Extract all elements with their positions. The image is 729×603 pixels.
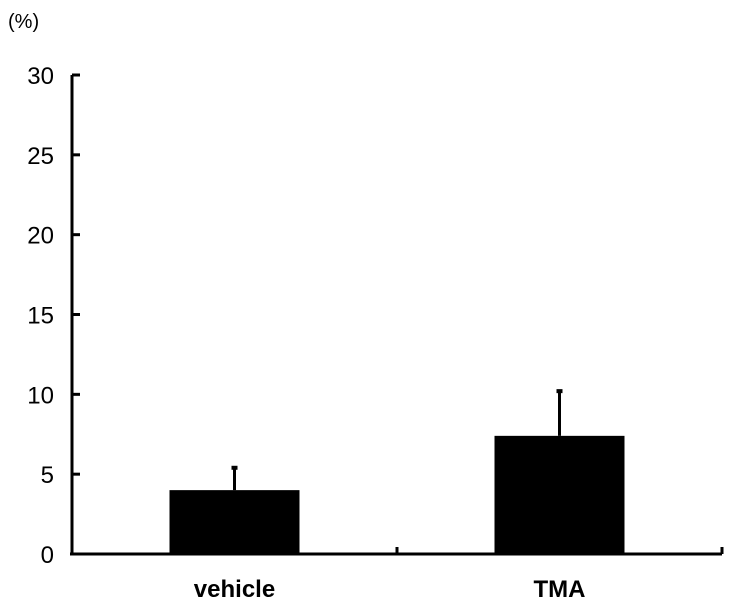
y-unit-label: (%) xyxy=(8,11,39,33)
x-category-label: vehicle xyxy=(194,576,275,603)
category-labels: vehicle TMA xyxy=(194,576,586,603)
bar-tma xyxy=(494,435,625,554)
bar-vehicle xyxy=(169,490,300,554)
x-ticks xyxy=(395,547,724,554)
y-ticks: 0 5 10 15 20 25 30 xyxy=(27,63,80,569)
bars xyxy=(169,389,625,554)
y-tick-label: 25 xyxy=(27,143,54,170)
y-tick-label: 10 xyxy=(27,382,54,409)
y-tick-label: 0 xyxy=(41,542,54,569)
y-tick-label: 20 xyxy=(27,223,54,250)
x-category-label: TMA xyxy=(534,576,586,603)
y-tick-label: 5 xyxy=(41,462,54,489)
y-tick-label: 30 xyxy=(27,63,54,90)
y-tick-label: 15 xyxy=(27,303,54,330)
